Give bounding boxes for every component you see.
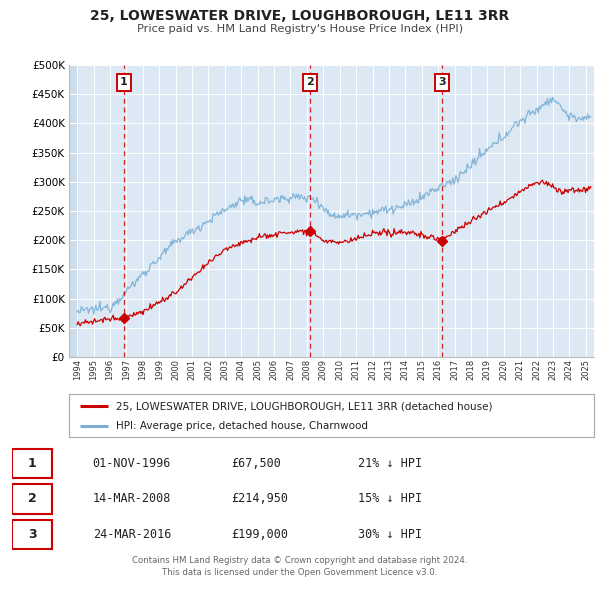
Text: 2002: 2002 [204,359,213,380]
Text: 2007: 2007 [286,359,295,380]
Text: 2000: 2000 [171,359,180,380]
Text: 21% ↓ HPI: 21% ↓ HPI [358,457,422,470]
FancyBboxPatch shape [12,448,52,478]
FancyBboxPatch shape [12,520,52,549]
Text: 1994: 1994 [73,359,82,380]
Text: 25, LOWESWATER DRIVE, LOUGHBOROUGH, LE11 3RR (detached house): 25, LOWESWATER DRIVE, LOUGHBOROUGH, LE11… [116,401,493,411]
Text: 2015: 2015 [417,359,426,380]
Text: 2006: 2006 [269,359,278,380]
Text: 3: 3 [28,528,37,542]
Text: 2008: 2008 [302,359,311,380]
Text: 2: 2 [307,77,314,87]
Text: 2014: 2014 [401,359,410,380]
Text: This data is licensed under the Open Government Licence v3.0.: This data is licensed under the Open Gov… [163,568,437,576]
Text: 2004: 2004 [237,359,246,380]
Text: 1997: 1997 [122,359,131,380]
Text: 2017: 2017 [450,359,459,380]
Text: 2020: 2020 [499,359,508,380]
Text: 15% ↓ HPI: 15% ↓ HPI [358,493,422,506]
Text: 2009: 2009 [319,359,328,380]
Text: 30% ↓ HPI: 30% ↓ HPI [358,528,422,542]
Text: £199,000: £199,000 [231,528,288,542]
Text: £214,950: £214,950 [231,493,288,506]
Text: £67,500: £67,500 [231,457,281,470]
Text: 2024: 2024 [565,359,574,380]
Text: Contains HM Land Registry data © Crown copyright and database right 2024.: Contains HM Land Registry data © Crown c… [132,556,468,565]
Text: 25, LOWESWATER DRIVE, LOUGHBOROUGH, LE11 3RR: 25, LOWESWATER DRIVE, LOUGHBOROUGH, LE11… [91,9,509,23]
Text: 1999: 1999 [155,359,164,380]
Text: 1996: 1996 [106,359,115,380]
Text: 01-NOV-1996: 01-NOV-1996 [92,457,171,470]
Text: 2021: 2021 [515,359,524,380]
Text: 2005: 2005 [253,359,262,380]
Text: 2019: 2019 [483,359,492,380]
Text: 1: 1 [28,457,37,470]
Text: 2001: 2001 [188,359,197,380]
Text: 2016: 2016 [434,359,443,380]
Text: 2012: 2012 [368,359,377,380]
Text: 1998: 1998 [139,359,148,380]
Text: Price paid vs. HM Land Registry's House Price Index (HPI): Price paid vs. HM Land Registry's House … [137,24,463,34]
Text: 2: 2 [28,493,37,506]
Text: 1: 1 [120,77,128,87]
Text: 2018: 2018 [466,359,475,380]
Text: 2003: 2003 [220,359,229,380]
Text: 2013: 2013 [385,359,394,380]
Text: 1995: 1995 [89,359,98,380]
Text: 14-MAR-2008: 14-MAR-2008 [92,493,171,506]
Text: 2010: 2010 [335,359,344,380]
Text: 2023: 2023 [548,359,557,380]
Text: 24-MAR-2016: 24-MAR-2016 [92,528,171,542]
Text: 3: 3 [438,77,446,87]
Text: 2022: 2022 [532,359,541,380]
Text: 2011: 2011 [352,359,361,380]
FancyBboxPatch shape [12,484,52,513]
Text: 2025: 2025 [581,359,590,380]
Text: HPI: Average price, detached house, Charnwood: HPI: Average price, detached house, Char… [116,421,368,431]
